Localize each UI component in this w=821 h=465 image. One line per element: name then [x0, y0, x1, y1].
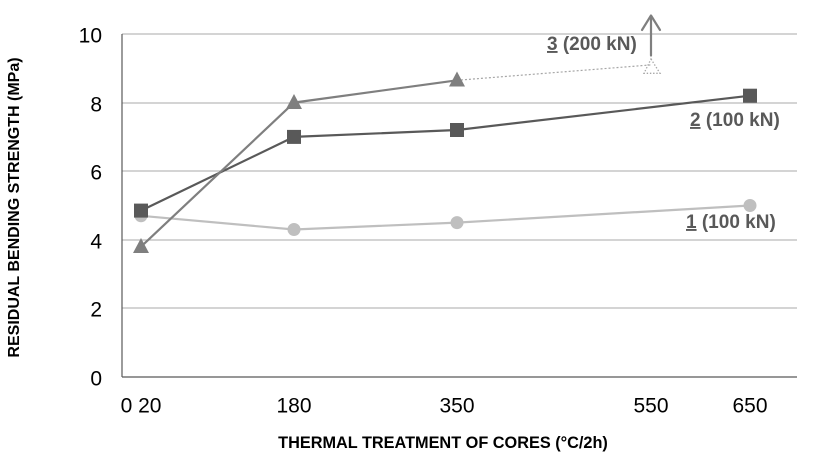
svg-text:3 (200 kN): 3 (200 kN) [547, 34, 637, 55]
svg-text:4: 4 [90, 230, 102, 253]
svg-text:2 (100 kN): 2 (100 kN) [690, 110, 780, 131]
svg-text:10: 10 [79, 24, 102, 47]
svg-text:THERMAL TREATMENT OF CORES (°C: THERMAL TREATMENT OF CORES (°C/2h) [278, 434, 608, 452]
svg-text:RESIDUAL BENDING STRENGTH (MPa: RESIDUAL BENDING STRENGTH (MPa) [6, 57, 23, 357]
svg-text:350: 350 [439, 395, 474, 418]
svg-text:6: 6 [90, 161, 102, 184]
svg-text:180: 180 [276, 395, 311, 418]
svg-text:0 20: 0 20 [121, 395, 162, 418]
svg-text:2: 2 [90, 298, 102, 321]
svg-text:8: 8 [90, 93, 102, 116]
svg-text:550: 550 [633, 395, 668, 418]
svg-text:0: 0 [90, 367, 102, 390]
svg-text:1 (100 kN): 1 (100 kN) [686, 212, 776, 233]
svg-text:650: 650 [732, 395, 767, 418]
